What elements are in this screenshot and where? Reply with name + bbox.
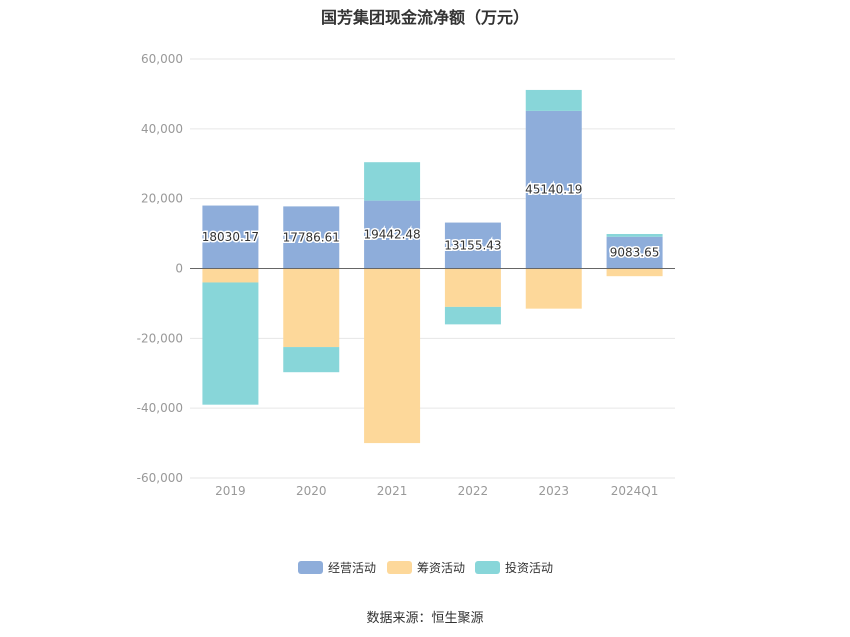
legend-swatch	[475, 561, 500, 574]
x-tick-label: 2019	[215, 484, 246, 498]
legend-label: 经营活动	[328, 561, 376, 575]
y-tick-label: -20,000	[137, 331, 183, 345]
bar	[606, 268, 663, 277]
bar	[444, 268, 501, 307]
y-tick-label: 0	[175, 262, 183, 276]
data-label: 9083.65	[610, 246, 660, 260]
bar	[444, 306, 501, 325]
bar	[525, 110, 582, 269]
data-label: 18030.17	[202, 230, 259, 244]
bar	[202, 282, 259, 405]
bar	[606, 236, 663, 269]
data-source: 数据来源：恒生聚源	[366, 611, 484, 626]
y-tick-label: 60,000	[141, 52, 183, 66]
legend-swatch	[298, 561, 323, 574]
x-tick-label: 2022	[458, 484, 489, 498]
bar	[364, 268, 421, 444]
legend-swatch	[387, 561, 412, 574]
legend-label: 筹资活动	[417, 561, 465, 575]
bar	[202, 268, 259, 283]
data-label: 13155.43	[444, 239, 501, 253]
x-tick-label: 2023	[538, 484, 569, 498]
y-tick-label: 20,000	[141, 192, 183, 206]
y-tick-label: 40,000	[141, 122, 183, 136]
x-tick-label: 2024Q1	[611, 484, 659, 498]
data-label: 45140.19	[525, 183, 582, 197]
bar	[364, 162, 421, 201]
x-tick-label: 2021	[377, 484, 408, 498]
bar	[283, 268, 340, 348]
bar	[202, 205, 259, 269]
data-label: 19442.48	[363, 228, 420, 242]
bar	[283, 347, 340, 373]
chart-title: 国芳集团现金流净额（万元）	[320, 8, 529, 27]
bar	[525, 268, 582, 309]
x-tick-label: 2020	[296, 484, 327, 498]
bar	[444, 222, 501, 269]
legend-label: 投资活动	[505, 560, 553, 575]
bar	[364, 200, 421, 269]
bar	[283, 206, 340, 269]
data-label: 17786.61	[283, 230, 340, 244]
y-tick-label: -60,000	[137, 471, 183, 485]
bar	[525, 89, 582, 111]
y-tick-label: -40,000	[137, 401, 183, 415]
bar	[606, 233, 663, 237]
